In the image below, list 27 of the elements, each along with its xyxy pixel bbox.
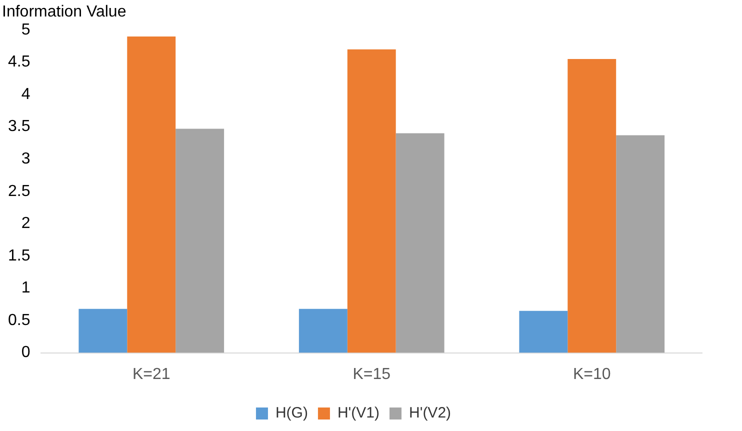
y-tick-label: 0.5 <box>8 312 30 329</box>
bar <box>568 59 616 353</box>
bar <box>298 308 348 353</box>
bar <box>176 128 224 353</box>
bar <box>347 49 396 353</box>
y-tick-label: 1 <box>21 280 30 297</box>
y-tick-label: 4.5 <box>8 54 30 71</box>
y-axis-title: Information Value <box>2 3 126 20</box>
y-tick-label: 3 <box>21 150 30 168</box>
x-tick-label: K=10 <box>572 366 611 383</box>
y-tick-label: 2.5 <box>8 182 30 200</box>
bar <box>396 133 444 353</box>
x-tick-label: K=21 <box>132 366 170 383</box>
y-tick-label: 4 <box>21 86 30 103</box>
bar <box>127 36 176 353</box>
legend-label: H(G) <box>275 404 308 422</box>
bar <box>616 135 665 353</box>
bar <box>78 308 128 353</box>
bar <box>519 310 568 353</box>
y-tick-label: 2 <box>21 215 30 232</box>
legend-label: H'(V1) <box>337 404 380 422</box>
legend-label: H'(V2) <box>408 404 452 422</box>
y-tick-label: 3.5 <box>8 118 30 136</box>
y-tick-label: 5 <box>21 21 30 38</box>
y-tick-label: 0 <box>21 344 30 362</box>
x-tick-label: K=15 <box>352 366 391 383</box>
y-tick-label: 1.5 <box>8 247 30 264</box>
